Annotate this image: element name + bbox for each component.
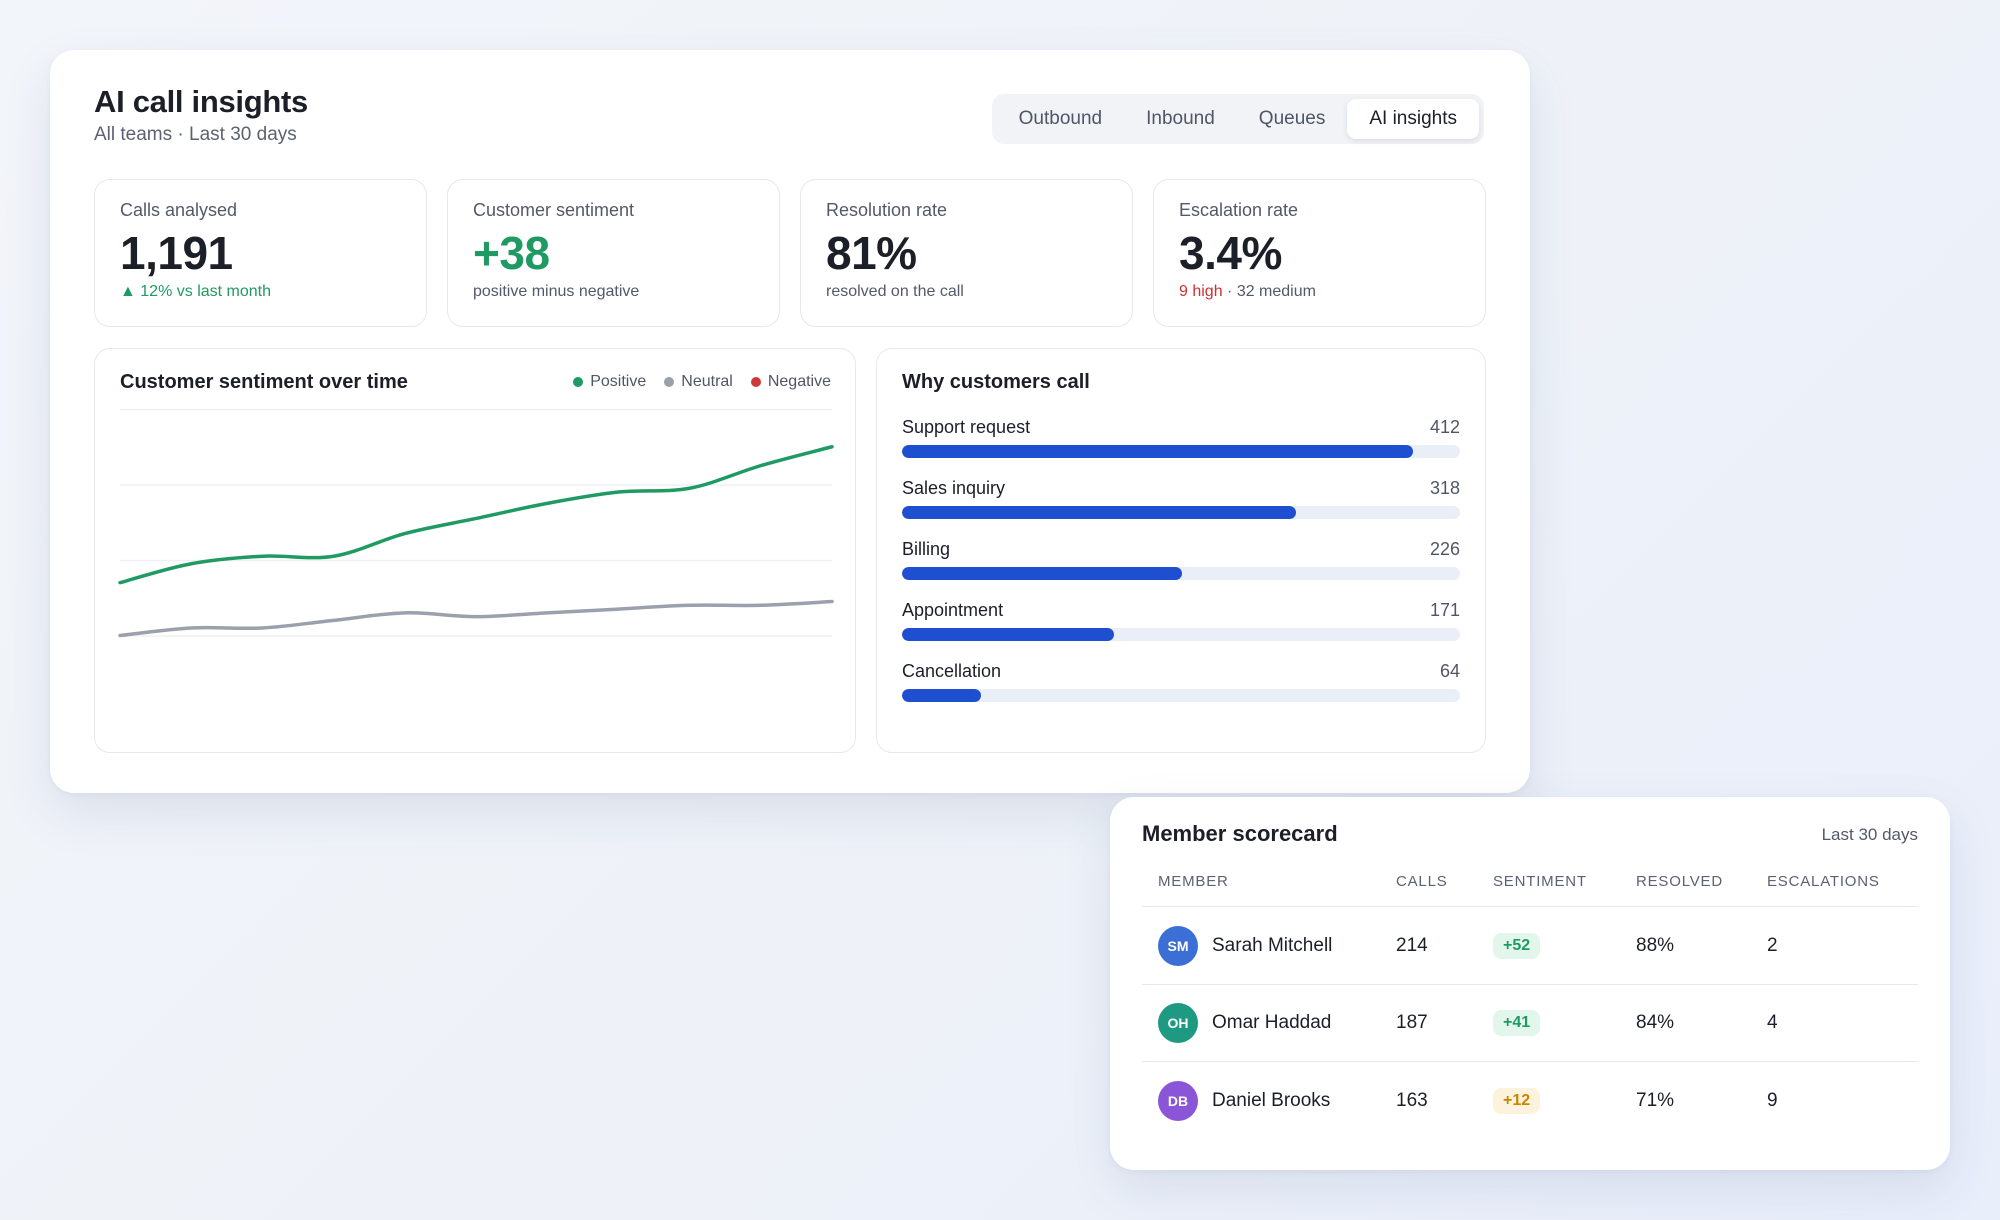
kpi-calls-analysed: Calls analysed 1,191 ▲ 12% vs last month bbox=[94, 179, 427, 327]
reason-bar-fill bbox=[902, 628, 1115, 641]
legend-label: Neutral bbox=[681, 373, 733, 390]
insights-card: AI call insights All teams · Last 30 day… bbox=[50, 50, 1530, 793]
reason-value: 171 bbox=[1429, 600, 1460, 620]
tab-queues[interactable]: Queues bbox=[1258, 108, 1326, 129]
reason-value: 64 bbox=[1439, 661, 1460, 681]
avatar: DB bbox=[1158, 1080, 1198, 1121]
col-member[interactable]: MEMBER bbox=[1158, 873, 1229, 890]
reason-value: 412 bbox=[1429, 417, 1460, 437]
page-title: AI call insights bbox=[94, 84, 308, 119]
member-name: Sarah Mitchell bbox=[1212, 935, 1333, 956]
sentiment-badge: +41 bbox=[1493, 1010, 1541, 1036]
calls-value: 163 bbox=[1396, 1089, 1428, 1111]
kpi-label: Calls analysed bbox=[120, 200, 238, 220]
kpi-value: 81% bbox=[826, 227, 917, 279]
call-reasons-panel: Why customers call Support request 412 S… bbox=[876, 348, 1486, 753]
legend-dot-icon bbox=[664, 377, 675, 387]
kpi-trend: ▲ 12% vs last month bbox=[120, 283, 272, 300]
kpi-sub: positive minus negative bbox=[473, 283, 640, 300]
col-sentiment[interactable]: SENTIMENT bbox=[1493, 873, 1587, 890]
tab-ai-insights[interactable]: AI insights bbox=[1347, 99, 1479, 139]
kpi-escalation-rate: Escalation rate 3.4% 9 high · 32 medium bbox=[1153, 179, 1486, 327]
kpi-sub: 9 high · 32 medium bbox=[1179, 283, 1460, 301]
col-calls[interactable]: CALLS bbox=[1396, 873, 1448, 890]
legend-item-neutral[interactable]: Neutral bbox=[664, 373, 733, 391]
reason-row-billing[interactable]: Billing 226 bbox=[902, 539, 1460, 580]
sentiment-chart bbox=[95, 349, 834, 638]
kpi-value: 3.4% bbox=[1179, 227, 1282, 279]
kpi-label: Escalation rate bbox=[1179, 200, 1299, 220]
legend-label: Negative bbox=[767, 373, 831, 390]
reason-value: 226 bbox=[1429, 539, 1460, 559]
kpi-value: +38 bbox=[473, 227, 550, 279]
legend-item-negative[interactable]: Negative bbox=[750, 373, 831, 391]
sentiment-badge: +12 bbox=[1493, 1087, 1541, 1114]
series-line-neutral bbox=[118, 599, 834, 638]
legend-dot-icon bbox=[750, 377, 761, 387]
kpi-customer-sentiment: Customer sentiment +38 positive minus ne… bbox=[447, 179, 780, 327]
calls-value: 214 bbox=[1396, 935, 1428, 956]
reason-bar-fill bbox=[902, 445, 1413, 458]
col-resolved[interactable]: RESOLVED bbox=[1636, 873, 1723, 890]
resolved-value: 88% bbox=[1636, 935, 1675, 956]
reason-bar-fill bbox=[902, 689, 982, 702]
member-name: Daniel Brooks bbox=[1212, 1089, 1331, 1111]
reason-value: 318 bbox=[1429, 478, 1460, 498]
reason-bar-track bbox=[902, 628, 1460, 641]
escalation-high: 9 high bbox=[1179, 283, 1223, 300]
calls-value: 187 bbox=[1396, 1012, 1428, 1033]
reason-label: Appointment bbox=[902, 600, 1004, 620]
view-tabs: Outbound Inbound Queues AI insights bbox=[991, 94, 1484, 144]
reason-bar-track bbox=[902, 506, 1460, 519]
kpi-label: Resolution rate bbox=[826, 200, 948, 220]
chart-legend: Positive Neutral Negative bbox=[573, 373, 831, 391]
sentiment-panel: Customer sentiment over time Positive Ne… bbox=[94, 348, 856, 753]
resolved-value: 84% bbox=[1636, 1012, 1675, 1033]
tab-outbound[interactable]: Outbound bbox=[1018, 108, 1103, 129]
escalation-medium: · 32 medium bbox=[1222, 283, 1316, 300]
avatar: SM bbox=[1158, 926, 1198, 966]
reason-row-cancellation[interactable]: Cancellation 64 bbox=[902, 661, 1460, 702]
escalations-value: 2 bbox=[1767, 935, 1778, 956]
table-row[interactable]: DB Daniel Brooks 163 +12 71% 9 bbox=[1142, 1062, 1918, 1139]
legend-item-positive[interactable]: Positive bbox=[573, 373, 646, 391]
reason-row-support-request[interactable]: Support request 412 bbox=[902, 417, 1460, 458]
sentiment-badge: +52 bbox=[1493, 933, 1541, 959]
kpi-resolution-rate: Resolution rate 81% resolved on the call bbox=[800, 179, 1133, 327]
escalations-value: 9 bbox=[1767, 1089, 1778, 1111]
reason-label: Support request bbox=[902, 417, 1031, 437]
reason-label: Billing bbox=[902, 539, 951, 559]
reason-label: Sales inquiry bbox=[902, 478, 1006, 498]
reason-bar-fill bbox=[902, 506, 1297, 519]
legend-dot-icon bbox=[573, 377, 584, 387]
reason-label: Cancellation bbox=[902, 661, 1002, 681]
member-name: Omar Haddad bbox=[1212, 1012, 1332, 1033]
series-line-positive bbox=[118, 445, 834, 585]
kpi-label: Customer sentiment bbox=[473, 200, 635, 220]
avatar: OH bbox=[1158, 1003, 1198, 1043]
col-escalations[interactable]: ESCALATIONS bbox=[1767, 873, 1880, 890]
reason-bar-track bbox=[902, 567, 1460, 580]
chart-title: Customer sentiment over time bbox=[120, 371, 408, 393]
reason-bar-track bbox=[902, 445, 1460, 458]
table-row[interactable]: OH Omar Haddad 187 +41 84% 4 bbox=[1142, 985, 1918, 1062]
kpi-sub: resolved on the call bbox=[826, 283, 964, 300]
panel-title: Why customers call bbox=[902, 371, 1090, 393]
reason-bar-fill bbox=[902, 567, 1183, 580]
escalations-value: 4 bbox=[1767, 1012, 1778, 1033]
reason-row-appointment[interactable]: Appointment 171 bbox=[902, 600, 1460, 641]
resolved-value: 71% bbox=[1636, 1089, 1675, 1111]
kpi-value: 1,191 bbox=[120, 227, 233, 279]
scorecard-range: Last 30 days bbox=[1821, 825, 1918, 844]
member-scorecard-card: Member scorecard Last 30 days MEMBER CAL… bbox=[1110, 797, 1950, 1170]
table-row[interactable]: SM Sarah Mitchell 214 +52 88% 2 bbox=[1142, 908, 1918, 985]
legend-label: Positive bbox=[590, 373, 647, 390]
reason-row-sales-inquiry[interactable]: Sales inquiry 318 bbox=[902, 478, 1460, 519]
reason-bar-track bbox=[902, 689, 1460, 702]
page-subtitle: All teams · Last 30 days bbox=[94, 124, 297, 145]
tab-inbound[interactable]: Inbound bbox=[1146, 108, 1215, 129]
table-header: MEMBER CALLS SENTIMENT RESOLVED ESCALATI… bbox=[1142, 869, 1918, 907]
scorecard-title: Member scorecard bbox=[1142, 821, 1338, 846]
